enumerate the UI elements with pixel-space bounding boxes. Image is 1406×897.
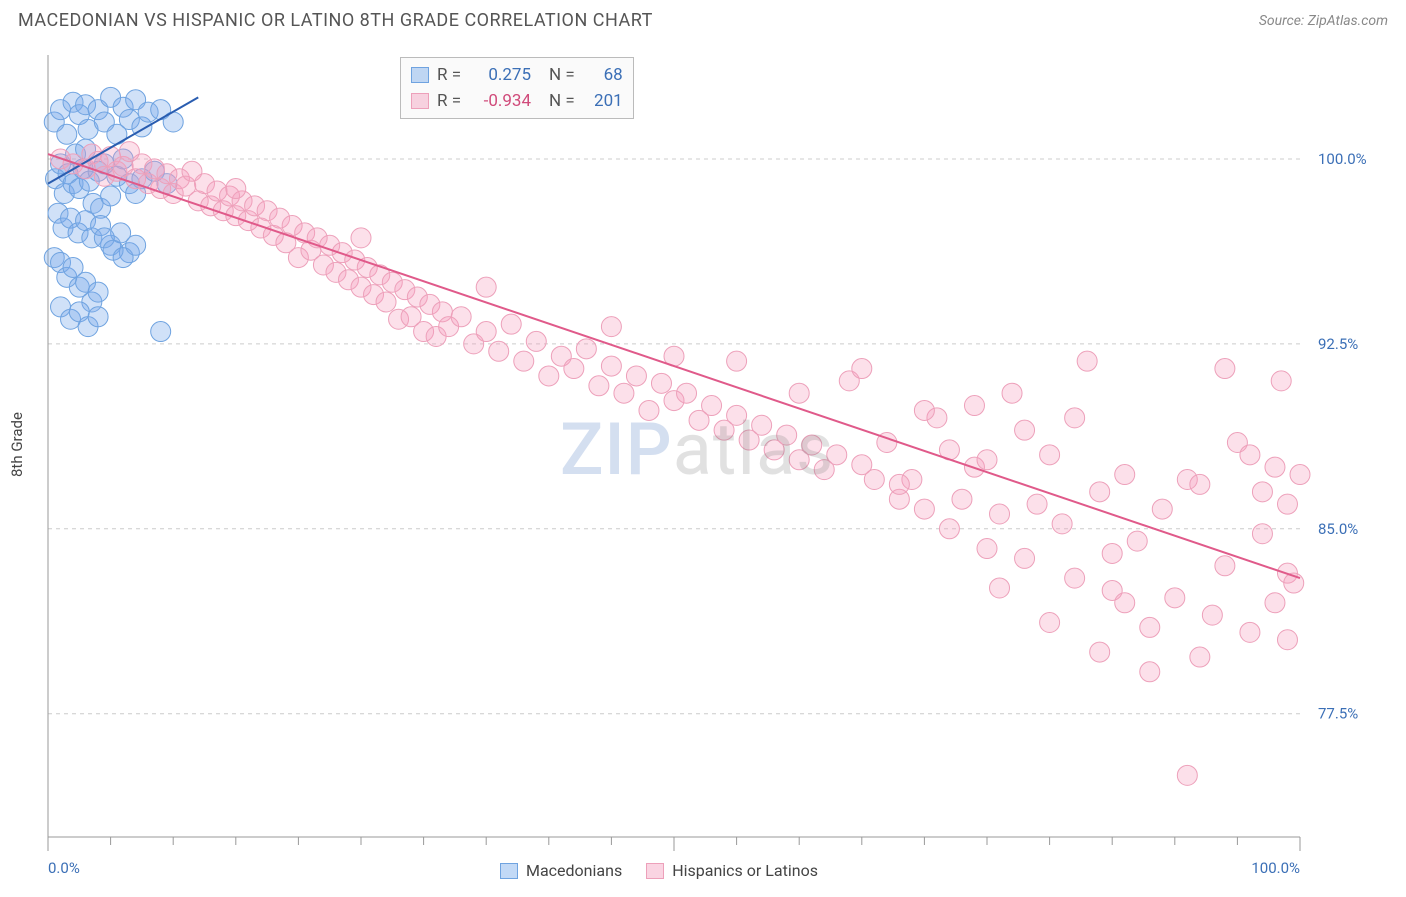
legend-swatch [411, 93, 429, 109]
svg-text:85.0%: 85.0% [1318, 520, 1358, 538]
legend-swatch [500, 863, 518, 879]
legend-label: Macedonians [526, 861, 622, 880]
svg-text:77.5%: 77.5% [1318, 705, 1358, 723]
y-axis-label: 8th Grade [8, 412, 26, 477]
legend-label: Hispanics or Latinos [672, 861, 818, 880]
scatter-chart: 100.0% 92.5% 85.0% 77.5% 0.0% 100.0% [0, 37, 1400, 897]
svg-text:92.5%: 92.5% [1318, 335, 1358, 353]
stats-row: R =-0.934N =201 [411, 88, 623, 114]
chart-source: Source: ZipAtlas.com [1259, 13, 1388, 29]
legend-item: Hispanics or Latinos [646, 861, 818, 880]
svg-text:0.0%: 0.0% [48, 859, 80, 877]
legend-item: Macedonians [500, 861, 622, 880]
correlation-stats-box: R =0.275N =68R =-0.934N =201 [400, 57, 634, 119]
chart-title: MACEDONIAN VS HISPANIC OR LATINO 8TH GRA… [18, 10, 653, 31]
stats-row: R =0.275N =68 [411, 62, 623, 88]
legend-swatch [411, 67, 429, 83]
legend-swatch [646, 863, 664, 879]
series-legend: Macedonians Hispanics or Latinos [500, 861, 818, 880]
chart-header: MACEDONIAN VS HISPANIC OR LATINO 8TH GRA… [0, 0, 1406, 37]
svg-text:100.0%: 100.0% [1251, 859, 1300, 877]
svg-text:100.0%: 100.0% [1318, 150, 1367, 168]
chart-container: 100.0% 92.5% 85.0% 77.5% 0.0% 100.0% 8th Grad… [0, 37, 1406, 897]
